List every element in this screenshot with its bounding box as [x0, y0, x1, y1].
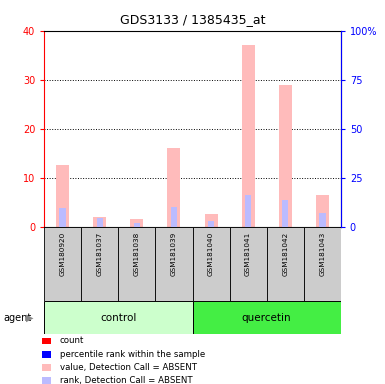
Text: GSM181041: GSM181041 — [245, 232, 251, 276]
Bar — [242, 45, 254, 227]
Text: GSM181040: GSM181040 — [208, 232, 214, 276]
Bar — [81, 227, 119, 301]
Bar — [171, 207, 177, 227]
Bar — [304, 227, 341, 301]
Text: count: count — [60, 336, 84, 346]
Text: quercetin: quercetin — [242, 313, 291, 323]
Bar — [316, 195, 329, 227]
Bar — [119, 227, 156, 301]
Bar — [245, 195, 251, 227]
Bar — [44, 301, 192, 334]
Text: value, Detection Call = ABSENT: value, Detection Call = ABSENT — [60, 362, 197, 372]
Bar — [279, 84, 291, 227]
Text: control: control — [100, 313, 137, 323]
Bar — [319, 214, 326, 227]
Text: GSM181039: GSM181039 — [171, 232, 177, 276]
Bar — [208, 221, 214, 227]
Bar — [97, 218, 103, 227]
Text: rank, Detection Call = ABSENT: rank, Detection Call = ABSENT — [60, 376, 192, 384]
Text: percentile rank within the sample: percentile rank within the sample — [60, 349, 205, 359]
Bar — [204, 214, 218, 227]
Bar — [131, 219, 143, 227]
Bar — [134, 223, 140, 227]
Bar — [229, 227, 266, 301]
Bar — [167, 148, 181, 227]
Bar — [282, 200, 288, 227]
Text: ▶: ▶ — [26, 313, 33, 323]
Text: GSM181043: GSM181043 — [319, 232, 325, 276]
Text: GSM181038: GSM181038 — [134, 232, 140, 276]
Text: agent: agent — [3, 313, 31, 323]
Bar — [59, 208, 66, 227]
Text: GSM181037: GSM181037 — [97, 232, 103, 276]
Text: GSM181042: GSM181042 — [282, 232, 288, 276]
Text: GDS3133 / 1385435_at: GDS3133 / 1385435_at — [120, 13, 265, 26]
Bar — [44, 227, 81, 301]
Bar — [192, 301, 341, 334]
Bar — [192, 227, 229, 301]
Bar — [267, 227, 304, 301]
Bar — [156, 227, 192, 301]
Bar — [94, 217, 106, 227]
Bar — [56, 166, 69, 227]
Text: GSM180920: GSM180920 — [60, 232, 66, 276]
